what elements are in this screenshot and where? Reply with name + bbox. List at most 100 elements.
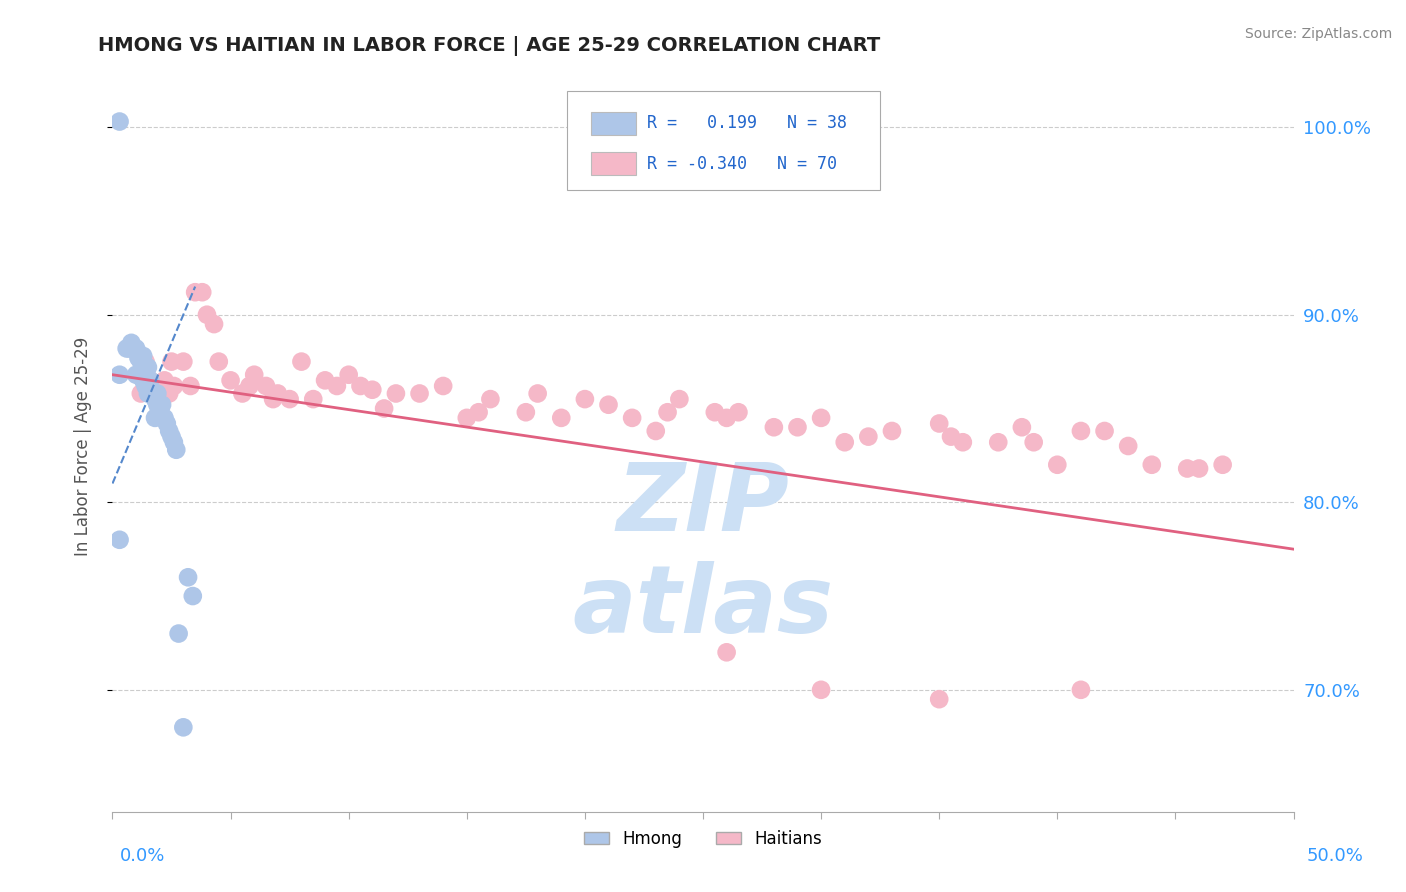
Point — [526, 386, 548, 401]
Point — [160, 429, 183, 443]
Point — [136, 386, 159, 401]
Point — [1116, 439, 1139, 453]
Point — [1212, 458, 1234, 472]
Point — [314, 373, 336, 387]
Point — [408, 386, 430, 401]
Point — [703, 405, 725, 419]
Text: R = -0.340   N = 70: R = -0.340 N = 70 — [648, 155, 838, 173]
Point — [208, 354, 231, 368]
Point — [1188, 461, 1211, 475]
Point — [278, 392, 301, 406]
Point — [118, 342, 141, 356]
Point — [157, 386, 180, 401]
Point — [149, 405, 172, 419]
Point — [928, 417, 950, 431]
Point — [716, 645, 738, 659]
Point — [177, 570, 200, 584]
Point — [515, 405, 537, 419]
Point — [135, 354, 157, 368]
Point — [432, 379, 454, 393]
FancyBboxPatch shape — [591, 112, 636, 136]
Point — [385, 386, 408, 401]
Point — [167, 626, 190, 640]
Point — [179, 379, 201, 393]
Point — [1140, 458, 1163, 472]
Point — [1011, 420, 1033, 434]
Point — [132, 349, 155, 363]
Point — [150, 410, 173, 425]
Point — [326, 379, 349, 393]
Text: 50.0%: 50.0% — [1308, 847, 1364, 864]
Point — [146, 398, 169, 412]
Point — [337, 368, 360, 382]
Point — [143, 392, 166, 406]
Point — [716, 410, 738, 425]
Point — [172, 354, 194, 368]
Point — [238, 379, 260, 393]
Text: Source: ZipAtlas.com: Source: ZipAtlas.com — [1244, 27, 1392, 41]
Point — [202, 317, 225, 331]
Point — [834, 435, 856, 450]
Point — [129, 386, 152, 401]
Point — [810, 410, 832, 425]
Legend: Hmong, Haitians: Hmong, Haitians — [578, 823, 828, 855]
Point — [136, 360, 159, 375]
Point — [786, 420, 808, 434]
Point — [939, 429, 962, 443]
Point — [139, 386, 162, 401]
Point — [139, 373, 162, 387]
Point — [115, 342, 138, 356]
Point — [302, 392, 325, 406]
Point — [1175, 461, 1198, 475]
Point — [219, 373, 242, 387]
Point — [928, 692, 950, 706]
Point — [195, 308, 218, 322]
Point — [574, 392, 596, 406]
Point — [135, 379, 157, 393]
Point — [243, 368, 266, 382]
Point — [762, 420, 785, 434]
Point — [125, 368, 148, 382]
Point — [987, 435, 1010, 450]
Point — [129, 354, 152, 368]
FancyBboxPatch shape — [567, 91, 880, 190]
Point — [1070, 424, 1092, 438]
Y-axis label: In Labor Force | Age 25-29: In Labor Force | Age 25-29 — [73, 336, 91, 556]
Point — [810, 682, 832, 697]
Point — [184, 285, 207, 300]
Point — [668, 392, 690, 406]
Point — [172, 720, 194, 734]
Point — [127, 351, 149, 365]
Point — [125, 342, 148, 356]
Point — [1094, 424, 1116, 438]
Point — [165, 442, 187, 457]
Point — [153, 410, 176, 425]
Point — [290, 354, 312, 368]
Point — [373, 401, 395, 416]
Point — [149, 379, 172, 393]
Point — [157, 424, 180, 438]
Point — [142, 386, 165, 401]
Point — [880, 424, 903, 438]
Text: atlas: atlas — [572, 561, 834, 653]
Point — [181, 589, 204, 603]
Point — [598, 398, 620, 412]
Point — [267, 386, 290, 401]
Text: R =   0.199   N = 38: R = 0.199 N = 38 — [648, 113, 848, 132]
Point — [122, 342, 145, 356]
Text: ZIP: ZIP — [617, 458, 789, 550]
Point — [254, 379, 277, 393]
Point — [143, 386, 166, 401]
Point — [108, 368, 131, 382]
Point — [143, 410, 166, 425]
Point — [150, 398, 173, 412]
Point — [163, 379, 186, 393]
Point — [727, 405, 749, 419]
Point — [139, 373, 162, 387]
Point — [1022, 435, 1045, 450]
Point — [456, 410, 478, 425]
Point — [644, 424, 666, 438]
Point — [262, 392, 284, 406]
Point — [231, 386, 253, 401]
Point — [160, 354, 183, 368]
